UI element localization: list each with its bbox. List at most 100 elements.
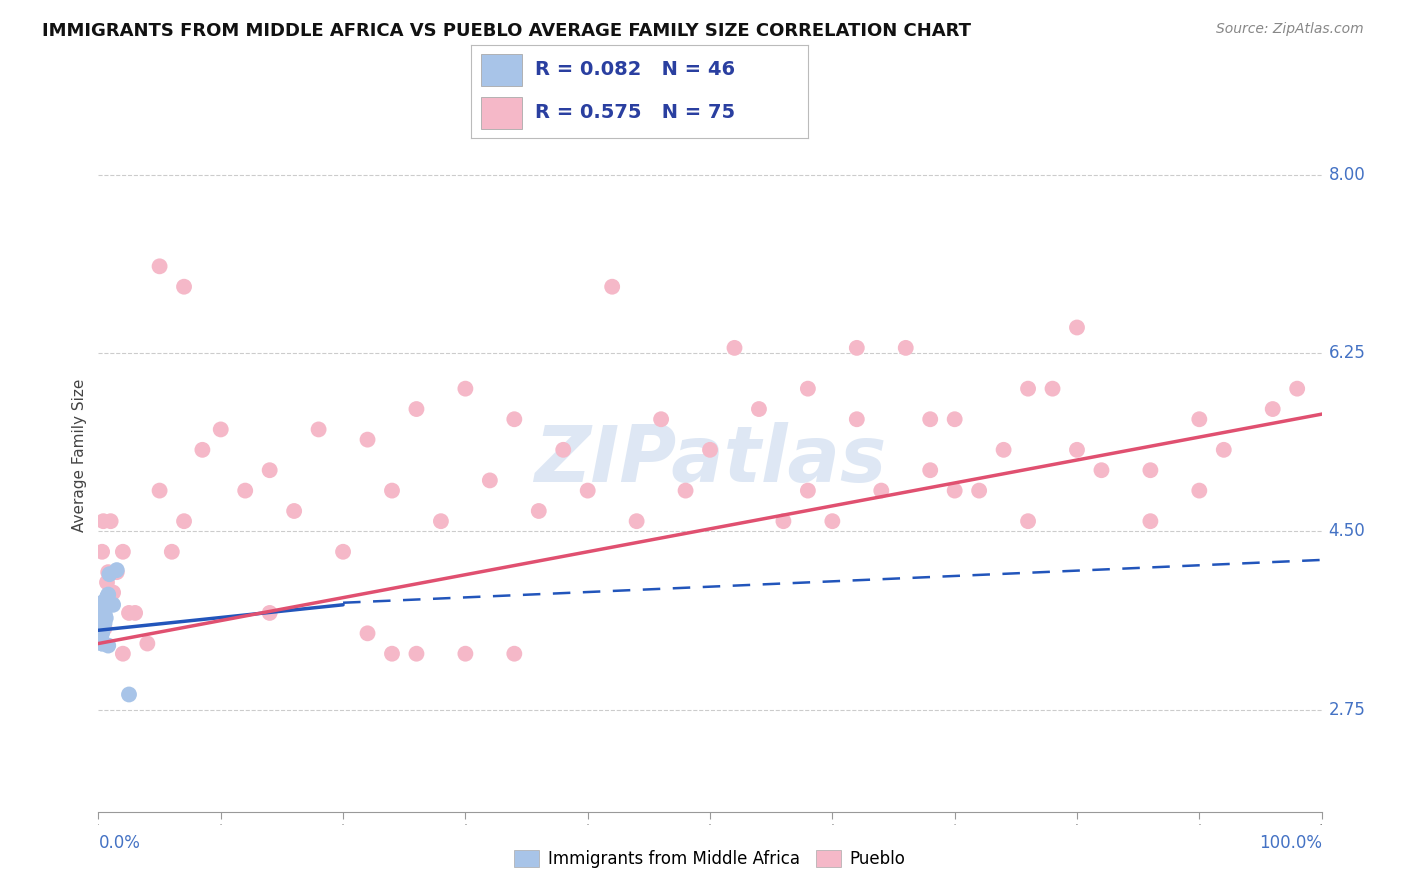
Text: R = 0.575   N = 75: R = 0.575 N = 75 [536, 103, 735, 122]
Point [1212, 442, 1234, 457]
Point [259, 606, 281, 620]
Point [90, 632, 112, 646]
Point [90, 626, 112, 640]
Point [454, 647, 477, 661]
Point [283, 504, 305, 518]
Point [91, 606, 114, 620]
Point [405, 402, 427, 417]
Point [1139, 514, 1161, 528]
Point [97, 588, 120, 602]
Text: Source: ZipAtlas.com: Source: ZipAtlas.com [1216, 22, 1364, 37]
Point [94, 596, 117, 610]
Point [723, 341, 745, 355]
Point [98, 567, 121, 582]
Text: 6.25: 6.25 [1329, 344, 1365, 362]
Point [1066, 320, 1088, 334]
Point [118, 688, 141, 702]
Point [105, 563, 128, 577]
Point [553, 442, 575, 457]
Point [1261, 402, 1284, 417]
Point [91, 621, 114, 635]
Point [772, 514, 794, 528]
Point [89, 634, 111, 648]
Point [101, 598, 124, 612]
Point [91, 606, 114, 620]
Point [96, 575, 118, 590]
Point [91, 614, 114, 628]
Point [1066, 442, 1088, 457]
Point [91, 616, 114, 631]
Point [356, 626, 378, 640]
Point [100, 514, 122, 528]
Point [97, 639, 120, 653]
Point [90, 628, 112, 642]
Point [1017, 514, 1039, 528]
Point [699, 442, 721, 457]
Point [821, 514, 844, 528]
Point [91, 611, 114, 625]
Point [118, 606, 141, 620]
Point [191, 442, 214, 457]
Point [136, 636, 159, 650]
Point [748, 402, 770, 417]
Point [91, 596, 114, 610]
Point [993, 442, 1015, 457]
Point [920, 463, 942, 477]
Point [97, 565, 120, 579]
Point [650, 412, 672, 426]
Bar [481, 97, 522, 129]
Point [797, 483, 820, 498]
Point [1139, 463, 1161, 477]
Point [308, 422, 330, 436]
Point [94, 598, 117, 612]
Point [96, 591, 118, 605]
Point [91, 604, 114, 618]
Point [96, 591, 118, 605]
Point [91, 614, 114, 628]
Text: 0.0%: 0.0% [98, 834, 141, 852]
Point [90, 621, 112, 635]
Point [91, 636, 114, 650]
Point [173, 514, 195, 528]
Point [1188, 412, 1211, 426]
Point [1042, 382, 1064, 396]
Text: 4.50: 4.50 [1329, 523, 1365, 541]
Point [90, 624, 112, 639]
Point [91, 611, 114, 625]
Point [920, 412, 942, 426]
Point [381, 483, 404, 498]
Point [149, 483, 172, 498]
Point [503, 647, 526, 661]
Point [894, 341, 917, 355]
Point [91, 545, 114, 559]
Point [527, 504, 550, 518]
Point [356, 433, 378, 447]
Point [90, 632, 112, 646]
Bar [481, 54, 522, 86]
Point [405, 647, 427, 661]
Point [943, 483, 966, 498]
Point [93, 600, 115, 615]
Point [454, 382, 477, 396]
Point [149, 260, 172, 274]
Point [209, 422, 232, 436]
Point [111, 647, 134, 661]
Point [870, 483, 893, 498]
Point [160, 545, 183, 559]
Point [173, 279, 195, 293]
Point [91, 636, 114, 650]
Point [967, 483, 990, 498]
Point [94, 600, 117, 615]
Point [91, 621, 114, 635]
Point [111, 545, 134, 559]
Point [845, 341, 868, 355]
Point [91, 618, 114, 632]
Point [381, 647, 404, 661]
Point [576, 483, 599, 498]
Point [478, 474, 501, 488]
Text: 100.0%: 100.0% [1258, 834, 1322, 852]
Point [94, 611, 117, 625]
Text: ZIPatlas: ZIPatlas [534, 422, 886, 498]
Point [124, 606, 146, 620]
Point [91, 604, 114, 618]
